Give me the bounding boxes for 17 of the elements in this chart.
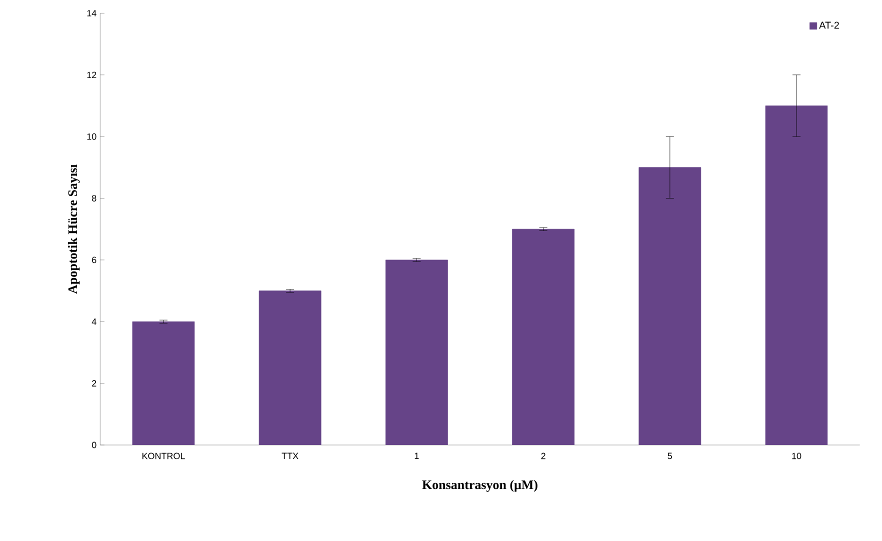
x-tick-label: 1: [414, 452, 419, 459]
x-tick-label: 5: [668, 452, 672, 459]
y-tick-label: 8: [92, 194, 96, 202]
x-tick-label: KONTROL: [142, 452, 185, 460]
x-axis-title: Konsantrasyon (μM): [422, 480, 538, 492]
y-tick-label: 4: [92, 318, 96, 325]
y-tick-label: 0: [92, 442, 96, 448]
y-tick-label: 2: [92, 380, 96, 386]
x-tick-label: TTX: [282, 452, 298, 459]
y-tick-label: 10: [87, 133, 96, 140]
x-tick-label: 2: [541, 452, 546, 459]
y-tick-label: 12: [87, 72, 96, 78]
x-tick-label: 10: [792, 452, 802, 460]
y-tick-label: 6: [92, 256, 96, 264]
legend-label: AT-2: [819, 22, 839, 29]
y-tick-label: 14: [87, 10, 96, 16]
y-axis-title: Apoptotik Hücre Sayısı: [68, 164, 80, 294]
